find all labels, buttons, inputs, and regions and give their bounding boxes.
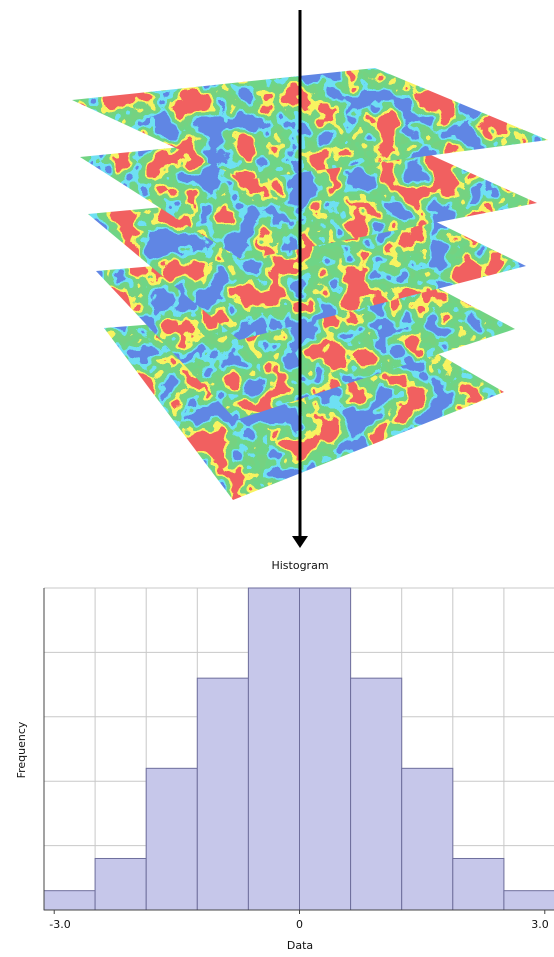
bar [351, 678, 402, 910]
arrow-head [292, 536, 308, 548]
y-axis-label: Frequency [15, 721, 28, 778]
bar [197, 678, 248, 910]
x-axis-label: Data [287, 939, 313, 952]
realization-stack [72, 68, 548, 500]
x-tick-label: -3.0 [49, 918, 70, 931]
bar [402, 768, 453, 910]
plot-area: -3.0 0 3.0 [44, 588, 554, 931]
bar [248, 588, 299, 910]
figure: Histogram Data Frequency -3.0 0 3.0 [0, 0, 554, 957]
bar [95, 858, 146, 910]
page: {"chart_data": {"type": "histogram", "ti… [0, 0, 554, 957]
chart-title: Histogram [271, 559, 328, 572]
bar [146, 768, 197, 910]
bar [300, 588, 351, 910]
bar [504, 891, 554, 910]
x-tick-label: 3.0 [531, 918, 549, 931]
x-tick-label: 0 [296, 918, 303, 931]
bar [44, 891, 95, 910]
bar [453, 858, 504, 910]
